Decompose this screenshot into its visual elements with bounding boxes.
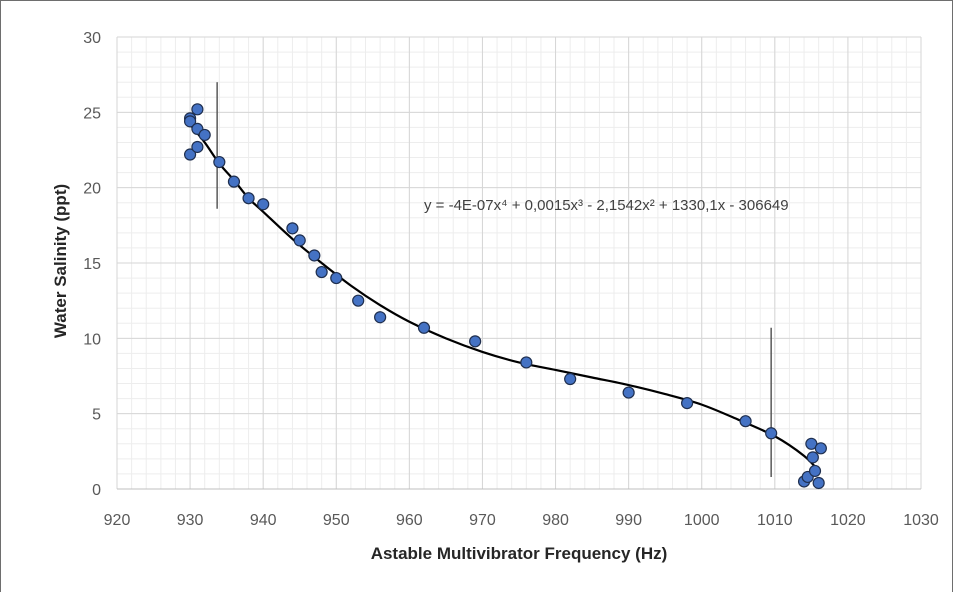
trendline-equation: y = -4E-07x⁴ + 0,0015x³ - 2,1542x² + 133… [424,197,789,214]
x-tick-label: 970 [469,512,496,529]
x-tick-label: 950 [323,512,350,529]
y-axis-title: Water Salinity (ppt) [51,184,70,338]
major-gridlines [116,36,922,490]
y-tick-label: 10 [83,331,101,348]
data-point [213,155,226,169]
data-point [814,442,827,455]
data-point [469,335,482,348]
data-point [812,476,825,490]
data-points [183,103,827,490]
data-point [352,294,365,307]
y-tick-label: 25 [83,105,101,122]
data-point [739,415,752,428]
x-tick-label: 940 [250,512,277,529]
x-tick-label: 960 [396,512,423,529]
data-point [622,386,635,399]
data-point [183,115,197,128]
data-point [242,192,255,205]
data-point [293,234,306,247]
data-point [374,311,387,324]
data-point [564,372,577,386]
y-tick-label: 20 [83,181,101,198]
data-point [315,265,328,279]
x-tick-label: 920 [104,512,131,529]
data-point [806,451,819,464]
y-tick-label: 5 [92,407,101,424]
x-tick-label: 990 [615,512,642,529]
data-point [308,249,321,262]
x-tick-label: 1000 [684,512,720,529]
data-point [765,427,778,440]
y-tick-label: 15 [83,256,101,273]
data-point [520,356,533,369]
marker-lines [216,82,772,477]
trendline [189,123,820,472]
data-point [191,103,204,116]
tick-labels: 920 930 940 950 960 970 980 990 1000 1010 1020 1030… [83,30,939,529]
data-point [286,222,299,235]
x-tick-label: 1030 [903,512,939,529]
data-point [417,321,431,334]
x-tick-label: 980 [542,512,569,529]
data-point [198,128,211,142]
x-tick-label: 930 [177,512,204,529]
x-tick-label: 1010 [757,512,793,529]
x-axis-title: Astable Multivibrator Frequency (Hz) [371,544,668,563]
data-point [257,198,270,211]
data-point [330,271,343,285]
y-tick-label: 30 [83,30,101,47]
trendline-path [189,123,820,472]
data-point [183,148,197,161]
y-tick-label: 0 [92,482,101,499]
data-point [808,464,822,478]
x-tick-label: 1020 [830,512,866,529]
data-point [191,140,204,154]
data-point [681,397,694,410]
data-point [227,175,241,188]
